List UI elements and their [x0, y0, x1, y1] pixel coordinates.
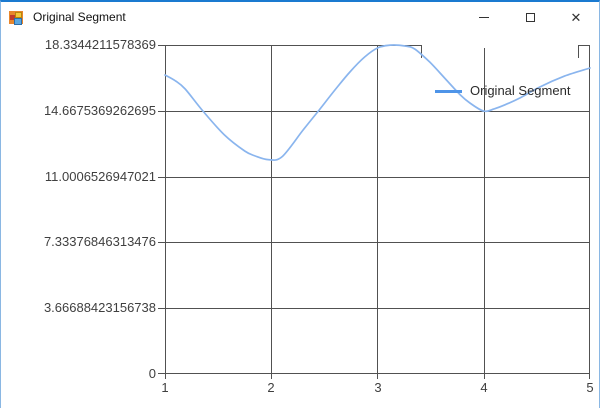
app-icon	[9, 9, 26, 25]
plot-border-stub-right	[578, 45, 579, 58]
gridline-vertical	[377, 45, 378, 374]
plot-border-right	[589, 45, 590, 374]
gridline-horizontal	[165, 242, 590, 243]
app-icon-yellow-pane	[15, 12, 22, 18]
x-tick	[377, 374, 378, 379]
title-bar[interactable]: Original Segment ✕	[1, 2, 599, 32]
window-title: Original Segment	[33, 10, 126, 24]
y-axis-label: 0	[148, 366, 156, 381]
x-axis-label: 3	[374, 380, 382, 395]
plot-area: Original Segment	[158, 44, 591, 379]
x-tick	[589, 374, 590, 379]
y-tick	[158, 45, 165, 46]
y-axis-label: 14.6675369262695	[43, 103, 156, 118]
y-tick	[158, 308, 165, 309]
gridline-horizontal	[165, 111, 590, 112]
gridline-horizontal	[165, 308, 590, 309]
legend-line-swatch	[435, 90, 462, 93]
maximize-icon	[525, 12, 535, 22]
legend-background	[422, 44, 578, 48]
maximize-button[interactable]	[507, 2, 553, 32]
y-tick	[158, 177, 165, 178]
app-icon-red-pane	[10, 15, 15, 20]
close-icon: ✕	[570, 9, 582, 25]
gridline-vertical	[484, 45, 485, 374]
x-axis-label: 5	[586, 380, 594, 395]
legend-label: Original Segment	[470, 83, 571, 98]
y-axis-label: 7.33376846313476	[43, 234, 156, 249]
gridline-vertical	[271, 45, 272, 374]
app-icon-blue-pane	[14, 18, 22, 25]
series-curve-svg	[164, 44, 591, 161]
series-curve-path	[164, 44, 591, 161]
minimize-button[interactable]	[461, 2, 507, 32]
y-axis-label: 11.0006526947021	[44, 169, 156, 184]
y-tick	[158, 373, 165, 374]
minimize-icon	[479, 16, 489, 18]
x-axis-label: 2	[267, 380, 275, 395]
y-tick	[158, 242, 165, 243]
close-button[interactable]: ✕	[553, 2, 599, 32]
x-axis-label: 4	[480, 380, 488, 395]
window-controls: ✕	[461, 2, 599, 32]
plot-border-stub-left	[421, 45, 422, 58]
y-axis-label: 18.3344211578369	[44, 37, 156, 52]
gridline-horizontal	[165, 177, 590, 178]
plot-border-top-right-segment	[578, 45, 590, 46]
plot-border-bottom	[165, 373, 590, 374]
plot-border-left	[165, 45, 166, 374]
x-axis-label: 1	[161, 380, 169, 395]
x-tick	[484, 374, 485, 379]
y-axis-label: 3.66688423156738	[43, 300, 156, 315]
x-tick	[271, 374, 272, 379]
chart-area: 18.3344211578369 14.6675369262695 11.000…	[1, 32, 599, 408]
x-tick	[165, 374, 166, 379]
y-tick	[158, 111, 165, 112]
plot-border-top-left-segment	[165, 45, 421, 46]
